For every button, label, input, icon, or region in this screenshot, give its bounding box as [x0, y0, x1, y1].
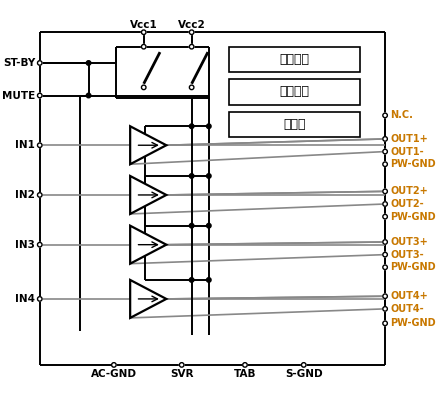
Circle shape	[38, 242, 42, 247]
Text: OUT4+: OUT4+	[391, 291, 428, 301]
Circle shape	[383, 215, 387, 219]
Text: OUT3-: OUT3-	[391, 250, 424, 260]
Text: 过压保护: 过压保护	[279, 53, 309, 66]
Circle shape	[86, 61, 91, 65]
Text: Vcc2: Vcc2	[178, 20, 205, 30]
Polygon shape	[130, 226, 166, 264]
Text: AC-GND: AC-GND	[91, 369, 137, 379]
Text: IN3: IN3	[15, 240, 35, 250]
Text: PW-GND: PW-GND	[391, 262, 436, 272]
Text: IN4: IN4	[15, 294, 35, 304]
Circle shape	[383, 113, 387, 118]
Text: N.C.: N.C.	[391, 110, 413, 120]
Circle shape	[86, 93, 91, 98]
Text: S-GND: S-GND	[285, 369, 322, 379]
Circle shape	[38, 143, 42, 147]
Text: OUT1+: OUT1+	[391, 134, 428, 144]
Circle shape	[38, 61, 42, 65]
Circle shape	[207, 223, 211, 228]
Circle shape	[189, 223, 194, 228]
Circle shape	[383, 137, 387, 141]
Circle shape	[189, 85, 194, 90]
Circle shape	[112, 363, 116, 367]
Circle shape	[189, 30, 194, 34]
Bar	[229, 79, 360, 105]
Circle shape	[189, 174, 194, 178]
Circle shape	[189, 44, 194, 49]
Text: OUT3+: OUT3+	[391, 237, 428, 247]
Circle shape	[207, 124, 211, 128]
Circle shape	[189, 278, 194, 282]
Bar	[229, 112, 360, 137]
Text: PW-GND: PW-GND	[391, 318, 436, 328]
Text: OUT4-: OUT4-	[391, 304, 424, 314]
Circle shape	[38, 193, 42, 197]
Text: TAB: TAB	[234, 369, 256, 379]
Text: SVR: SVR	[170, 369, 194, 379]
Text: PW-GND: PW-GND	[391, 159, 436, 169]
Circle shape	[243, 363, 247, 367]
Polygon shape	[130, 280, 166, 318]
Circle shape	[383, 252, 387, 257]
Circle shape	[301, 363, 306, 367]
Text: PW-GND: PW-GND	[391, 212, 436, 222]
Text: OUT2-: OUT2-	[391, 199, 424, 209]
Text: 短路保护: 短路保护	[279, 85, 309, 99]
Circle shape	[383, 189, 387, 194]
Text: OUT2+: OUT2+	[391, 186, 428, 196]
Bar	[229, 47, 360, 72]
Circle shape	[180, 363, 184, 367]
Polygon shape	[130, 126, 166, 164]
Text: IN2: IN2	[15, 190, 35, 200]
Circle shape	[383, 265, 387, 269]
Text: ST-BY: ST-BY	[3, 58, 35, 68]
Circle shape	[141, 30, 146, 34]
Circle shape	[141, 44, 146, 49]
Circle shape	[38, 93, 42, 98]
Circle shape	[383, 294, 387, 299]
Text: IN1: IN1	[15, 140, 35, 150]
Text: OUT1-: OUT1-	[391, 147, 424, 157]
Text: Vcc1: Vcc1	[130, 20, 158, 30]
Text: 热保护: 热保护	[283, 118, 305, 131]
Circle shape	[383, 162, 387, 166]
Circle shape	[141, 85, 146, 90]
Circle shape	[383, 307, 387, 311]
Circle shape	[38, 297, 42, 301]
Circle shape	[207, 278, 211, 282]
Circle shape	[383, 321, 387, 326]
Circle shape	[383, 202, 387, 206]
Text: MUTE: MUTE	[2, 90, 35, 101]
Circle shape	[383, 149, 387, 154]
Circle shape	[383, 240, 387, 244]
Circle shape	[189, 124, 194, 128]
Polygon shape	[130, 176, 166, 214]
Circle shape	[207, 174, 211, 178]
